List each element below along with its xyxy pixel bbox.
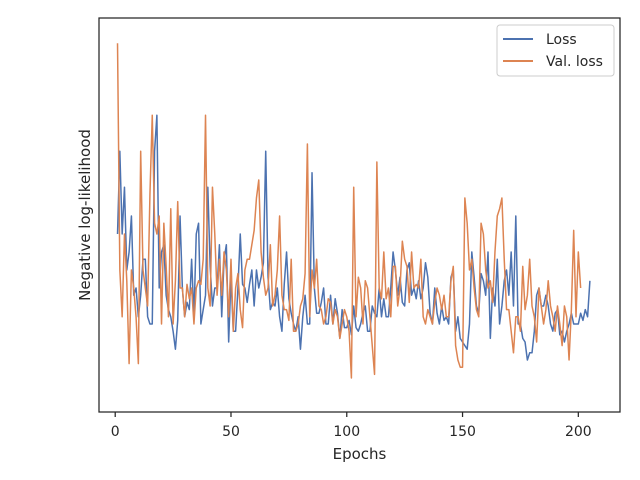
legend-box — [496, 24, 615, 77]
legend: Loss Val. loss — [496, 24, 615, 77]
y-axis-label: Negative log-likelihood — [76, 129, 94, 301]
series-line-val-loss — [116, 43, 582, 379]
legend-entry: Val. loss — [546, 54, 603, 70]
series-line-loss — [116, 114, 591, 361]
legend-entry: Loss — [546, 32, 577, 48]
plot-frame — [98, 17, 621, 413]
x-tick-label: 50 — [222, 424, 240, 440]
x-tick-label: 200 — [565, 424, 592, 440]
series-layer — [116, 43, 591, 379]
x-tick-label: 0 — [111, 424, 120, 440]
x-tick-label: 100 — [333, 424, 360, 440]
x-axis: 0 50 100 150 200 — [111, 412, 592, 440]
x-tick-label: 150 — [449, 424, 476, 440]
x-axis-label: Epochs — [333, 445, 387, 463]
